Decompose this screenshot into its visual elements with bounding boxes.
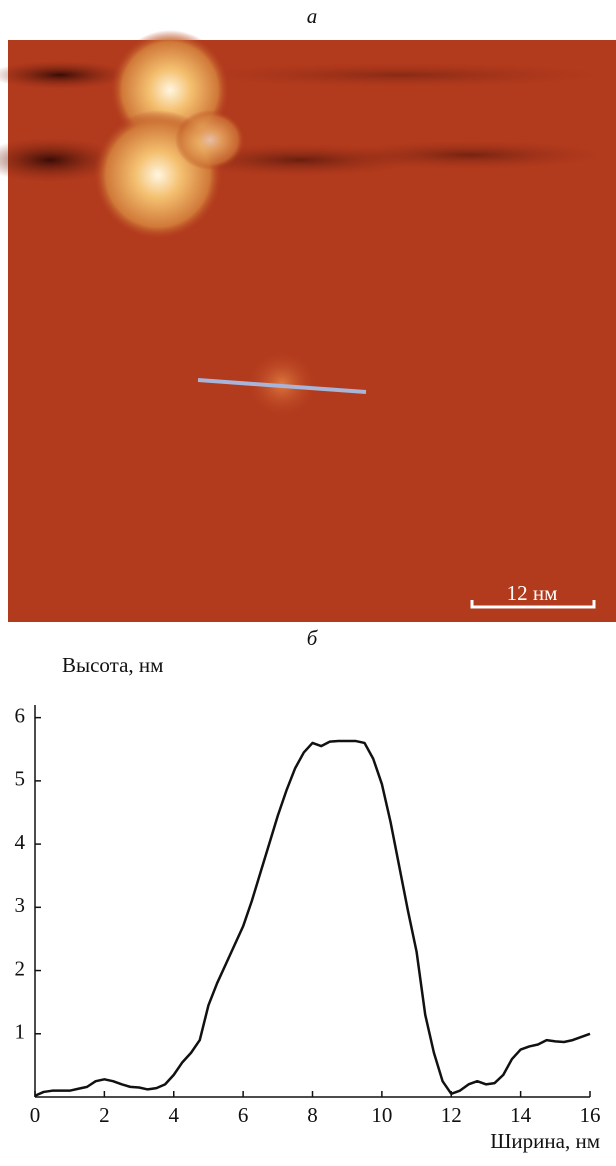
x-tick-label: 16: [580, 1103, 601, 1127]
x-tick-label: 14: [510, 1103, 532, 1127]
scale-bar-label: 12 нм: [507, 581, 558, 605]
x-tick-label: 6: [238, 1103, 249, 1127]
panel-label: б: [307, 626, 319, 650]
y-tick-label: 2: [15, 956, 26, 980]
afm-image: [0, 30, 616, 622]
x-tick-label: 4: [169, 1103, 180, 1127]
data-line: [34, 739, 591, 1097]
x-tick-label: 0: [30, 1103, 41, 1127]
x-tick-label: 12: [441, 1103, 462, 1127]
y-tick-label: 4: [15, 830, 26, 854]
x-axis-label: Ширина, нм: [490, 1129, 600, 1153]
x-tick-label: 10: [371, 1103, 392, 1127]
y-tick-label: 6: [15, 703, 26, 727]
y-tick-label: 1: [15, 1020, 26, 1044]
panel-label: а: [307, 4, 318, 28]
y-axis-label: Высота, нм: [62, 653, 163, 677]
x-tick-label: 2: [99, 1103, 110, 1127]
x-tick-label: 8: [307, 1103, 318, 1127]
y-tick-label: 5: [15, 767, 26, 791]
y-tick-label: 3: [15, 893, 26, 917]
